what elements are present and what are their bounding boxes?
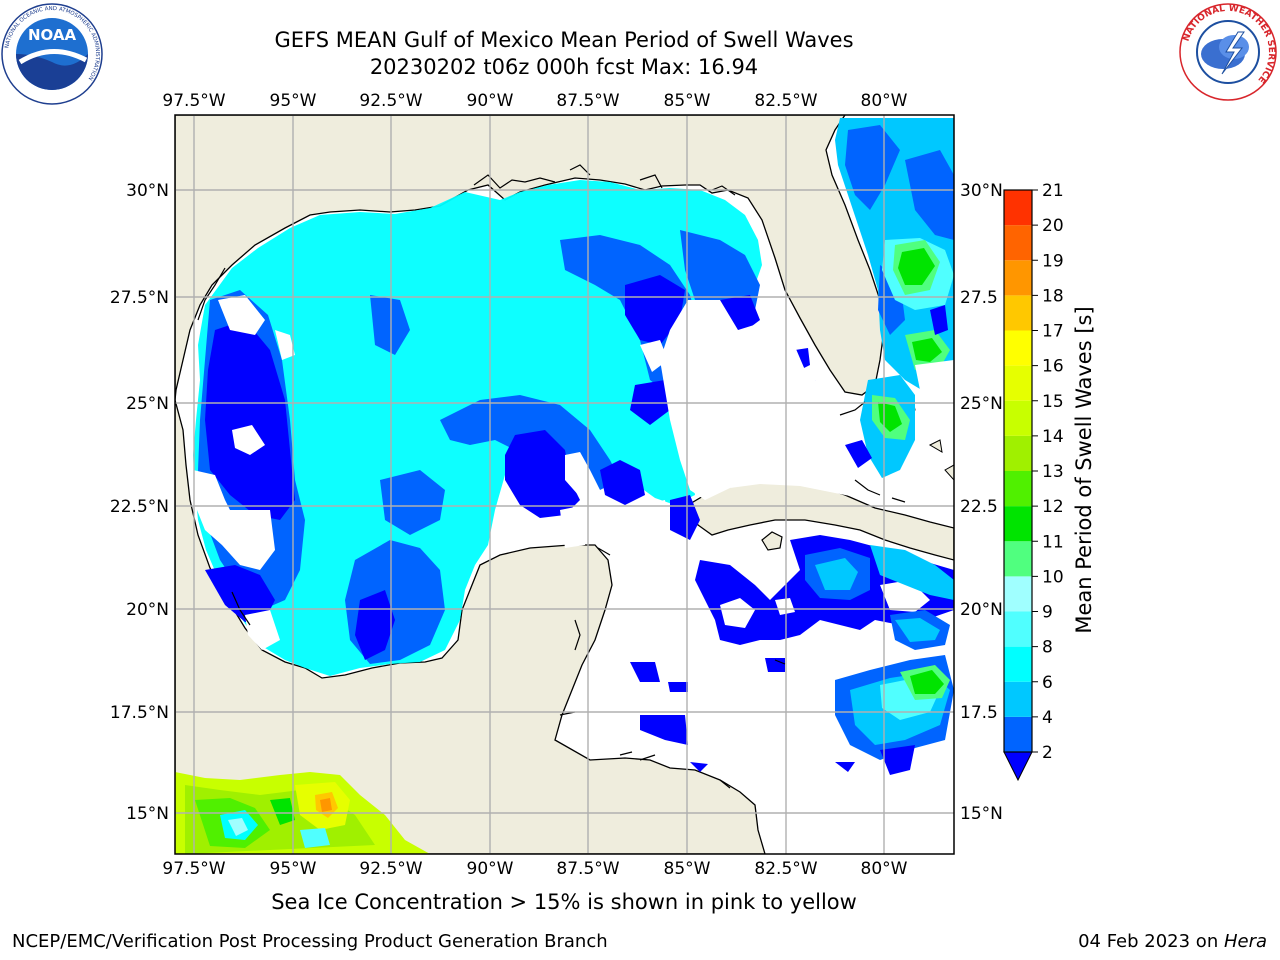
lat-label-right: 27.5	[960, 288, 998, 308]
colorbar-tick-label: 10	[1042, 567, 1064, 587]
chart-subtitle: 20230202 t06z 000h fcst Max: 16.94	[369, 55, 759, 79]
colorbar-segment	[1004, 365, 1032, 401]
lon-label-bottom: 95°W	[270, 859, 317, 879]
lon-label-bottom: 90°W	[467, 859, 514, 879]
graticule	[175, 115, 954, 854]
colorbar-tick-label: 8	[1042, 638, 1053, 658]
map-frame	[174, 114, 955, 855]
lat-labels-left: 30°N 27.5°N 25°N 22.5°N 20°N 17.5°N 15°N	[110, 181, 169, 824]
colorbar-tick-label: 4	[1042, 708, 1053, 728]
chart-title: GEFS MEAN Gulf of Mexico Mean Period of …	[274, 28, 854, 52]
colorbar-tick-label: 17	[1042, 322, 1064, 342]
footer-date-text: 04 Feb 2023 on	[1078, 931, 1224, 952]
lat-label-left: 15°N	[126, 804, 169, 824]
colorbar-segment	[1004, 435, 1032, 471]
colorbar-tick-label: 13	[1042, 462, 1064, 482]
footer-date: 04 Feb 2023 on Hera	[1078, 931, 1267, 952]
nws-logo: NATIONAL WEATHER SERVICE	[1179, 3, 1277, 101]
no-data-holes	[193, 295, 668, 650]
lon-label-top: 97.5°W	[162, 91, 225, 111]
lon-labels-top: 97.5°W 95°W 92.5°W 90°W 87.5°W 85°W 82.5…	[162, 91, 907, 111]
lon-label-bottom: 85°W	[664, 859, 711, 879]
colorbar-segment	[1004, 576, 1032, 612]
colorbar-tick-label: 16	[1042, 357, 1064, 377]
colorbar-segment	[1004, 295, 1032, 331]
lat-label-right: 17.5	[960, 703, 998, 723]
colorbar-segment	[1004, 716, 1032, 752]
lat-label-right: 20°N	[960, 600, 1003, 620]
lon-label-top: 90°W	[467, 91, 514, 111]
noaa-text: NOAA	[28, 26, 77, 44]
colorbar-ticks: 2 4 6 8 9 10 11 12 13 14 15 16 17 18 19 20 21	[1032, 181, 1064, 763]
colorbar-segment	[1004, 541, 1032, 577]
colorbar-segment	[1004, 506, 1032, 542]
colorbar-tick-label: 11	[1042, 532, 1064, 552]
lon-label-bottom: 82.5°W	[754, 859, 817, 879]
lon-label-top: 87.5°W	[556, 91, 619, 111]
lon-label-top: 82.5°W	[754, 91, 817, 111]
lon-label-top: 80°W	[861, 91, 908, 111]
lat-label-left: 22.5°N	[110, 497, 169, 517]
colorbar-segment	[1004, 611, 1032, 647]
colorbar-segment	[1004, 260, 1032, 296]
sea-ice-caption: Sea Ice Concentration > 15% is shown in …	[271, 890, 857, 914]
colorbar-extend-arrow	[1003, 751, 1033, 782]
colorbar-segment	[1004, 646, 1032, 682]
lat-label-left: 27.5°N	[110, 288, 169, 308]
lat-label-right: 15°N	[960, 804, 1003, 824]
colorbar-tick-label: 19	[1042, 251, 1064, 271]
lat-label-left: 25°N	[126, 394, 169, 414]
lat-label-right: 22.5	[960, 497, 998, 517]
colorbar-segment	[1004, 681, 1032, 717]
colorbar-segment	[1004, 400, 1032, 436]
footer-credit: NCEP/EMC/Verification Post Processing Pr…	[12, 931, 608, 952]
colorbar-tick-label: 9	[1042, 603, 1053, 623]
lat-label-right: 30°N	[960, 181, 1003, 201]
map-area	[175, 115, 954, 854]
lat-labels-right: 30°N 27.5 25°N 22.5 20°N 17.5 15°N	[960, 181, 1003, 824]
colorbar-tick-label: 12	[1042, 497, 1064, 517]
colorbar-segment	[1004, 190, 1032, 226]
lon-label-top: 92.5°W	[359, 91, 422, 111]
noaa-logo: NATIONAL OCEANIC AND ATMOSPHERIC ADMINIS…	[1, 3, 103, 105]
lat-label-left: 17.5°N	[110, 703, 169, 723]
colorbar-tick-label: 6	[1042, 673, 1053, 693]
lat-label-left: 20°N	[126, 600, 169, 620]
lon-label-top: 85°W	[664, 91, 711, 111]
footer-host: Hera	[1223, 931, 1267, 952]
lon-label-bottom: 87.5°W	[556, 859, 619, 879]
colorbar-segment	[1004, 471, 1032, 507]
isle-of-youth	[761, 531, 783, 551]
lon-label-bottom: 97.5°W	[162, 859, 225, 879]
lon-labels-bottom: 97.5°W 95°W 92.5°W 90°W 87.5°W 85°W 82.5…	[162, 859, 907, 879]
colorbar-tick-label: 18	[1042, 286, 1064, 306]
colorbar-tick-label: 21	[1042, 181, 1064, 201]
lon-label-bottom: 80°W	[861, 859, 908, 879]
colorbar	[1003, 189, 1033, 782]
colorbar-tick-label: 15	[1042, 392, 1064, 412]
lat-label-left: 30°N	[126, 181, 169, 201]
colorbar-tick-label: 14	[1042, 427, 1064, 447]
no-data-east	[660, 300, 880, 500]
colorbar-segment	[1004, 330, 1032, 366]
caribbean-swell	[630, 535, 954, 775]
colorbar-tick-label: 2	[1042, 743, 1053, 763]
lon-label-top: 95°W	[270, 91, 317, 111]
lon-label-bottom: 92.5°W	[359, 859, 422, 879]
colorbar-segment	[1004, 225, 1032, 261]
colorbar-label: Mean Period of Swell Waves [s]	[1072, 306, 1096, 634]
lat-label-right: 25°N	[960, 394, 1003, 414]
atlantic-swell	[835, 118, 954, 478]
colorbar-tick-label: 20	[1042, 216, 1064, 236]
